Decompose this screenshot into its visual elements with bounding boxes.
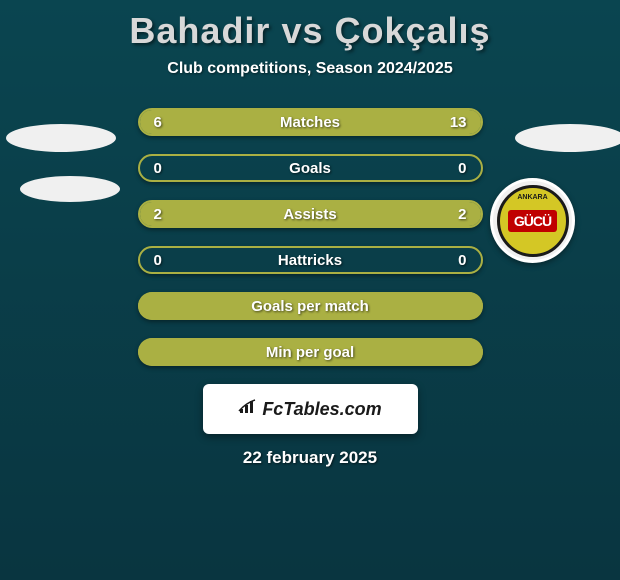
stats-list: 6 13 Matches 0 0 Goals 2 2 Assists 0 0 Hattricks Goa… [138,108,483,366]
player-avatar-left [6,124,116,152]
stat-value-left: 6 [154,114,162,131]
stat-value-right: 13 [450,114,467,131]
stat-row: Goals per match [138,292,483,320]
stat-row: Min per goal [138,338,483,366]
stat-row: 0 0 Hattricks [138,246,483,274]
stat-label: Hattricks [278,252,342,269]
brand-logo: FcTables.com [238,399,381,420]
chart-icon [238,399,258,420]
stat-row: 6 13 Matches [138,108,483,136]
stat-value-left: 2 [154,206,162,223]
stat-value-left: 0 [154,160,162,177]
badge-center-label: GÜCÜ [508,210,557,232]
player-avatar-right [515,124,620,152]
stat-value-right: 0 [458,160,466,177]
date-label: 22 february 2025 [0,448,620,468]
stat-row: 0 0 Goals [138,154,483,182]
club-badge-right: ANKARA GÜCÜ [490,178,575,263]
footer-branding-box: FcTables.com [203,384,418,434]
club-badge-left [20,176,120,202]
stat-label: Goals per match [251,298,369,315]
page-subtitle: Club competitions, Season 2024/2025 [0,60,620,78]
club-badge-inner: ANKARA GÜCÜ [497,185,569,257]
stat-label: Goals [289,160,331,177]
stat-label: Matches [280,114,340,131]
infographic-container: Bahadir vs Çokçalış Club competitions, S… [0,0,620,478]
brand-text: FcTables.com [262,399,381,420]
stat-label: Assists [283,206,336,223]
stat-value-left: 0 [154,252,162,269]
badge-top-label: ANKARA [517,194,547,201]
page-title: Bahadir vs Çokçalış [0,10,620,52]
stat-value-right: 2 [458,206,466,223]
stat-value-right: 0 [458,252,466,269]
stat-label: Min per goal [266,344,354,361]
stat-row: 2 2 Assists [138,200,483,228]
